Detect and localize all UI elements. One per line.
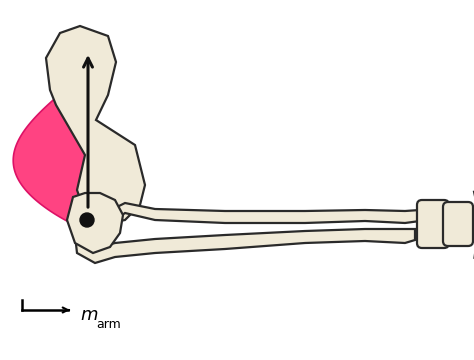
Text: $m$: $m$ xyxy=(80,306,98,324)
Text: arm: arm xyxy=(96,318,121,331)
FancyBboxPatch shape xyxy=(443,202,473,246)
Polygon shape xyxy=(13,75,95,230)
Polygon shape xyxy=(46,26,145,223)
Polygon shape xyxy=(67,193,123,253)
Circle shape xyxy=(80,213,94,227)
Polygon shape xyxy=(75,229,415,263)
FancyBboxPatch shape xyxy=(417,200,449,248)
Polygon shape xyxy=(110,203,420,223)
